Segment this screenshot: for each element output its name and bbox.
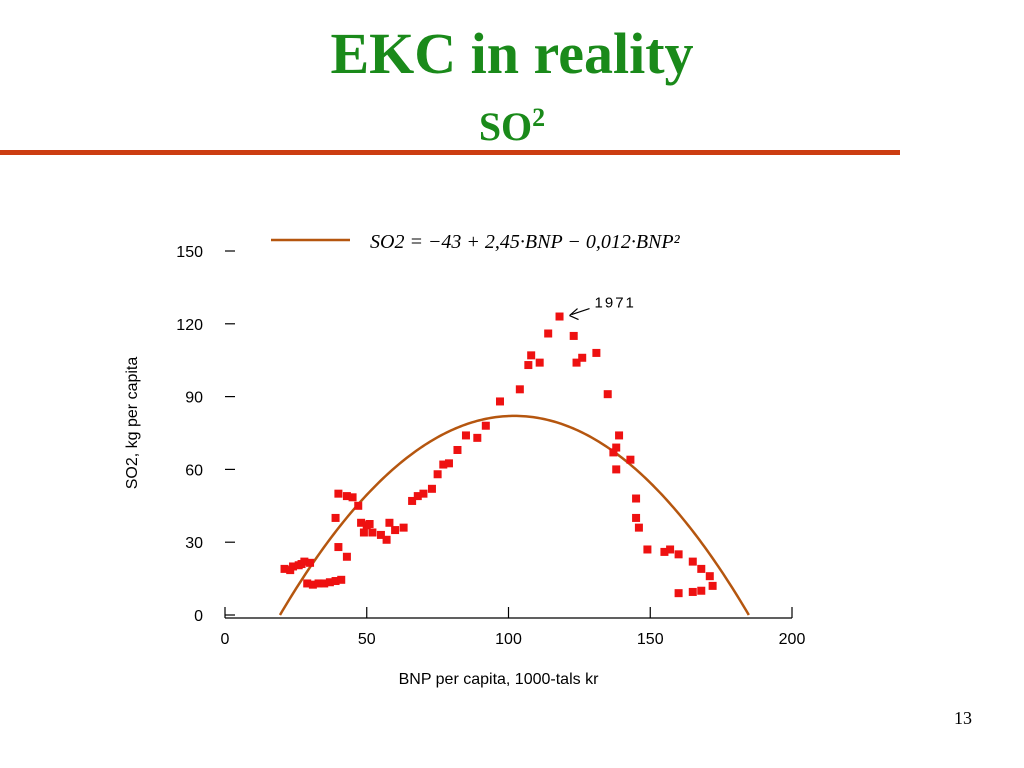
data-point [697, 564, 706, 573]
x-axis-label: BNP per capita, 1000-tals kr [399, 671, 599, 688]
data-point [342, 552, 351, 561]
data-point [634, 523, 643, 532]
data-point [626, 455, 635, 464]
data-point [527, 351, 536, 360]
data-point [515, 385, 524, 394]
y-tick-label: 60 [185, 462, 203, 479]
data-point [399, 523, 408, 532]
data-point [603, 390, 612, 399]
data-point [408, 496, 417, 505]
data-point [365, 520, 374, 528]
fit-curve-line [278, 414, 750, 616]
data-point [705, 572, 714, 581]
subtitle-superscript: 2 [532, 103, 546, 132]
data-point [674, 550, 683, 559]
y-tick-label: 30 [185, 535, 203, 552]
data-point [660, 547, 669, 556]
x-tick-label: 50 [358, 631, 376, 648]
data-point [615, 431, 624, 440]
data-point [688, 557, 697, 566]
data-point [453, 445, 462, 454]
annotation-arrow-line [571, 307, 590, 316]
data-point [348, 493, 357, 502]
data-point [419, 489, 428, 498]
data-point [391, 526, 400, 535]
data-point [368, 528, 377, 537]
data-point [303, 579, 312, 588]
data-point [308, 580, 317, 589]
title-divider [0, 150, 900, 155]
x-tick-label: 150 [637, 631, 664, 648]
page-number: 13 [954, 708, 972, 728]
data-point [354, 501, 363, 510]
data-point [331, 513, 340, 522]
data-point [382, 535, 391, 544]
data-point [612, 465, 621, 474]
y-axis-label: SO2, kg per capita [124, 357, 141, 490]
data-point [433, 470, 442, 479]
data-point [461, 431, 470, 440]
y-tick-label: 150 [176, 244, 203, 261]
data-point [331, 577, 340, 586]
data-point [289, 562, 298, 571]
data-point [413, 492, 422, 501]
subtitle-base: SO [478, 104, 533, 149]
data-point [569, 331, 578, 340]
x-tick-label: 0 [221, 631, 230, 648]
x-tick-label: 100 [495, 631, 522, 648]
data-point [376, 530, 385, 539]
data-point [280, 564, 289, 573]
data-point [334, 489, 343, 498]
data-point [444, 459, 453, 468]
data-point [592, 348, 601, 357]
data-point [578, 353, 587, 362]
data-point [643, 545, 652, 554]
data-point [632, 513, 641, 522]
data-point [535, 358, 544, 367]
data-point [337, 575, 346, 584]
data-point [314, 579, 323, 588]
data-point [300, 557, 309, 566]
data-point [609, 448, 618, 457]
data-point [708, 581, 717, 590]
x-tick-label: 200 [779, 631, 806, 648]
data-point [632, 494, 641, 503]
data-point [544, 329, 553, 338]
data-point [427, 484, 436, 493]
data-point [359, 528, 368, 537]
data-point [688, 587, 697, 596]
data-point [666, 545, 675, 554]
legend-equation: SO2 = −43 + 2,45·BNP − 0,012·BNP² [370, 231, 681, 253]
data-point [439, 460, 448, 469]
data-point [473, 433, 482, 442]
data-point [334, 543, 343, 552]
data-point [555, 312, 564, 321]
y-tick-label: 0 [194, 608, 203, 625]
data-point [697, 586, 706, 595]
slide-subtitle: SO2 [0, 96, 1024, 149]
data-point [572, 358, 581, 367]
slide-title: EKC in reality [330, 21, 694, 86]
annotation-label: 1971 [595, 295, 636, 312]
data-point [674, 589, 683, 598]
y-tick-label: 120 [176, 317, 203, 334]
y-tick-label: 90 [185, 390, 203, 407]
data-point [495, 397, 504, 406]
data-point [524, 361, 533, 370]
data-point [325, 578, 334, 587]
data-point [612, 443, 621, 452]
data-point [342, 492, 351, 501]
data-point [306, 558, 315, 567]
data-point [481, 421, 490, 430]
data-point [357, 518, 366, 527]
data-point [385, 518, 394, 527]
annotation-arrow-head [569, 308, 579, 321]
data-point [320, 579, 329, 588]
